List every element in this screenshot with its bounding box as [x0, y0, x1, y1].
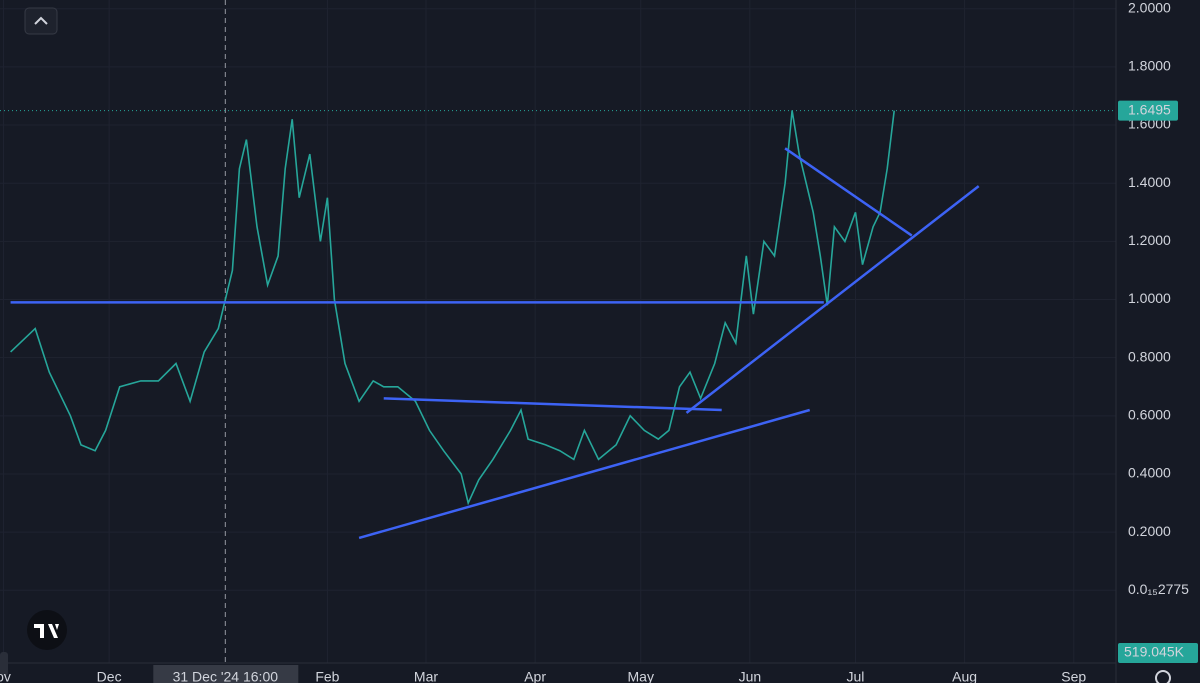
- x-tick-label: Jun: [739, 669, 762, 683]
- x-tick-label: May: [628, 669, 654, 683]
- last-price-label: 1.6495: [1128, 101, 1171, 117]
- x-tick-label: Mar: [414, 669, 438, 683]
- trend-line: [383, 397, 722, 412]
- y-tick-label: 1.4000: [1128, 174, 1171, 190]
- y-tick-label: 1.2000: [1128, 232, 1171, 248]
- volume-label: 519.045K: [1124, 644, 1185, 660]
- x-tick-label: Aug: [952, 669, 977, 683]
- logo: [27, 610, 67, 650]
- y-tick-label: 1.8000: [1128, 58, 1171, 74]
- y-tick-label: 0.2000: [1128, 523, 1171, 539]
- x-tick-label: Sep: [1061, 669, 1086, 683]
- crosshair-label: 31 Dec '24 16:00: [173, 669, 279, 683]
- y-tick-label: 0.4000: [1128, 465, 1171, 481]
- y-tick-label: 0.8000: [1128, 348, 1171, 364]
- trend-line: [784, 147, 913, 237]
- x-tick-label: Jul: [847, 669, 865, 683]
- y-tick-label: 2.0000: [1128, 0, 1171, 15]
- x-tick-label: Dec: [97, 669, 122, 683]
- y-tick-label: 1.0000: [1128, 290, 1171, 306]
- settings-icon[interactable]: [1155, 670, 1171, 683]
- last-price-box: [1118, 100, 1178, 121]
- trend-line: [685, 185, 980, 414]
- crosshair-label-box: [153, 665, 299, 683]
- back-icon: [34, 16, 48, 25]
- logo-mark: [34, 624, 59, 638]
- panel-toggle[interactable]: [0, 652, 8, 676]
- x-tick-label: ov: [0, 669, 11, 683]
- y-tick-label: 0.6000: [1128, 407, 1171, 423]
- x-tick-label: Apr: [524, 669, 546, 683]
- volume-box: [1118, 643, 1198, 663]
- y-tick-label: 0.0₁₅2775: [1128, 581, 1189, 597]
- trend-line: [358, 408, 811, 540]
- back-button[interactable]: [24, 7, 58, 35]
- price-line: [10, 110, 895, 506]
- x-tick-label: Feb: [315, 669, 339, 683]
